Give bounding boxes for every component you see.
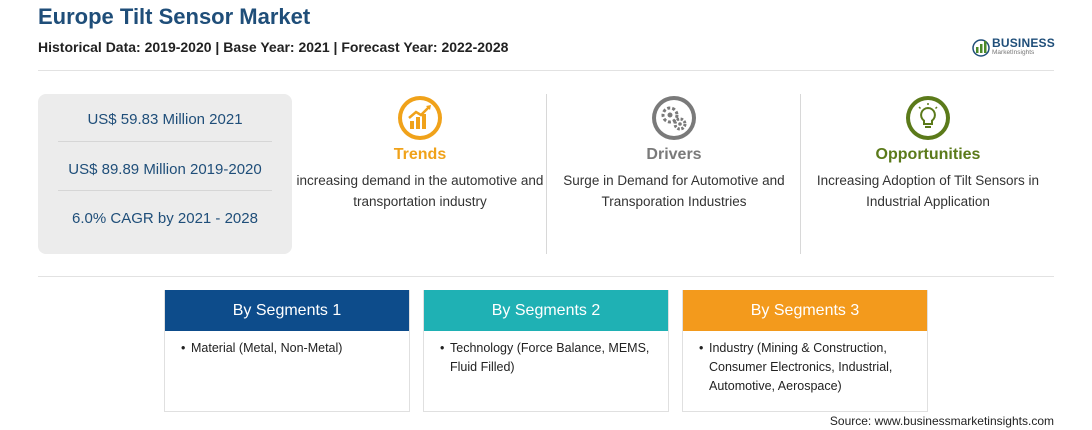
- segment-1-header: By Segments 1: [165, 290, 409, 331]
- bullet-icon: •: [699, 341, 704, 355]
- segment-1-body: • Material (Metal, Non-Metal): [165, 331, 409, 358]
- segment-3-header: By Segments 3: [683, 290, 927, 331]
- feature-trends-description: increasing demand in the automotive and …: [296, 173, 544, 209]
- logo-name: BUSINESS: [992, 36, 1055, 50]
- header-divider: [38, 70, 1054, 71]
- page-subtitle: Historical Data: 2019-2020 | Base Year: …: [38, 39, 509, 55]
- bullet-icon: •: [181, 341, 186, 355]
- stat-divider: [58, 190, 272, 191]
- stat-divider: [58, 141, 272, 142]
- segment-3-body: • Industry (Mining & Construction, Consu…: [683, 331, 927, 396]
- feature-trends-title: Trends: [393, 146, 447, 163]
- segment-2-body: • Technology (Force Balance, MEMS, Fluid…: [424, 331, 668, 377]
- segment-3-text: Industry (Mining & Construction, Consume…: [709, 341, 893, 393]
- brand-logo: BUSINESS MarketInsights: [972, 34, 1062, 60]
- bullet-icon: •: [440, 341, 445, 355]
- source-citation: Source: www.businessmarketinsights.com: [829, 414, 1054, 428]
- segment-2-header: By Segments 2: [424, 290, 668, 331]
- segment-card-1: By Segments 1 • Material (Metal, Non-Met…: [164, 290, 410, 412]
- feature-drivers: Drivers Surge in Demand for Automotive a…: [549, 94, 799, 212]
- section-divider: [38, 276, 1054, 277]
- logo-tagline: MarketInsights: [992, 49, 1035, 56]
- segment-1-text: Material (Metal, Non-Metal): [191, 341, 343, 355]
- feature-divider: [546, 94, 547, 254]
- stat-market-value-historical: US$ 89.89 Million 2019-2020: [68, 161, 262, 178]
- segment-card-2: By Segments 2 • Technology (Force Balanc…: [423, 290, 669, 412]
- growth-chart-icon: [398, 96, 442, 140]
- page-title: Europe Tilt Sensor Market: [38, 4, 311, 29]
- feature-opportunities-title: Opportunities: [875, 146, 981, 163]
- gears-icon: [652, 96, 696, 140]
- lightbulb-icon: [906, 96, 950, 140]
- feature-opportunities-description: Increasing Adoption of Tilt Sensors in I…: [816, 173, 1040, 209]
- segment-2-text: Technology (Force Balance, MEMS, Fluid F…: [450, 341, 650, 374]
- segment-card-3: By Segments 3 • Industry (Mining & Const…: [682, 290, 928, 412]
- feature-opportunities: Opportunities Increasing Adoption of Til…: [803, 94, 1053, 212]
- feature-divider: [800, 94, 801, 254]
- stat-cagr: 6.0% CAGR by 2021 - 2028: [72, 210, 258, 227]
- feature-drivers-title: Drivers: [646, 146, 702, 163]
- stat-market-value-2021: US$ 59.83 Million 2021: [87, 111, 243, 128]
- market-stats-panel: US$ 59.83 Million 2021 US$ 89.89 Million…: [38, 94, 292, 254]
- logo-globe-icon: [972, 39, 990, 57]
- feature-trends: Trends increasing demand in the automoti…: [295, 94, 545, 212]
- feature-drivers-description: Surge in Demand for Automotive and Trans…: [563, 173, 785, 209]
